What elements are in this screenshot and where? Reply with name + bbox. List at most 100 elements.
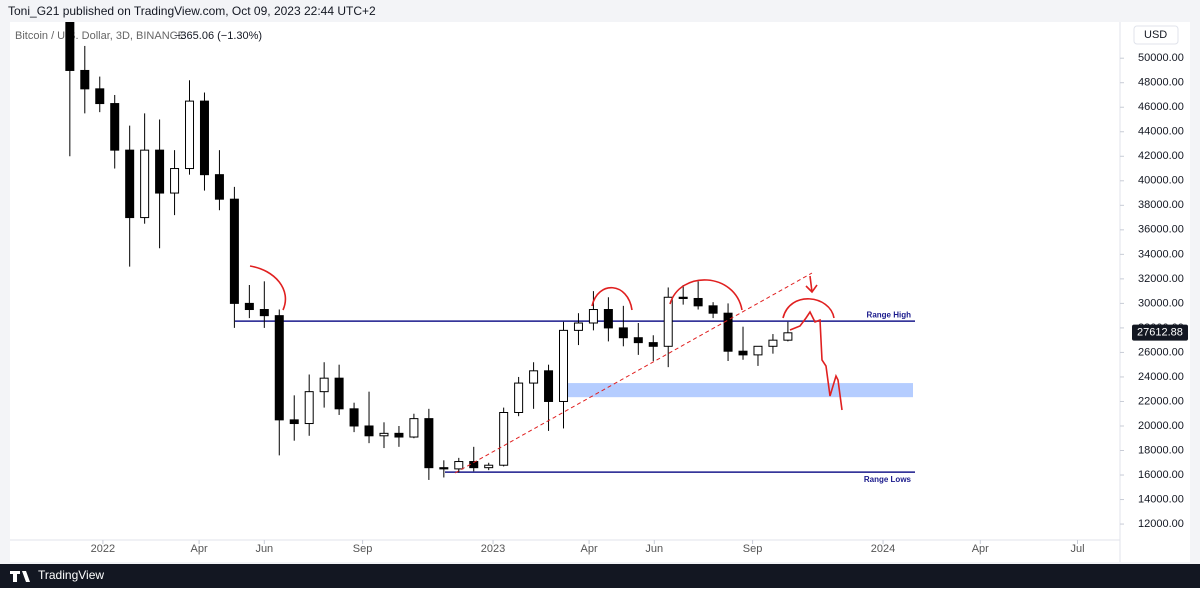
y-tick-label: 40000.00 — [1138, 175, 1184, 187]
candle-body — [125, 149, 135, 219]
x-tick-label: 2024 — [871, 543, 895, 555]
header: Toni_G21 published on TradingView.com, O… — [8, 4, 376, 18]
candle-body — [439, 467, 449, 470]
y-tick-label: 26000.00 — [1138, 346, 1184, 358]
y-tick-label: 30000.00 — [1138, 297, 1184, 309]
candle-body — [304, 391, 314, 425]
footer-brand: TradingView — [38, 568, 104, 582]
y-tick-label: 50000.00 — [1138, 52, 1184, 64]
candle-body — [693, 297, 703, 307]
trend-line — [454, 272, 813, 474]
x-tick-label: Apr — [581, 543, 598, 555]
y-tick-label: 42000.00 — [1138, 150, 1184, 162]
candle-body — [618, 327, 628, 339]
candle-body — [723, 312, 733, 352]
h-line-label: Range Lows — [864, 475, 912, 484]
x-tick-label: Jun — [255, 543, 273, 555]
x-tick-label: 2022 — [91, 543, 115, 555]
arc — [782, 298, 835, 319]
x-tick-label: Sep — [353, 543, 373, 555]
candle-body — [214, 174, 224, 200]
candle-body — [95, 88, 105, 105]
y-tick-label: 46000.00 — [1138, 101, 1184, 113]
arc — [669, 279, 743, 311]
candle-body — [289, 419, 299, 425]
projection — [789, 310, 843, 411]
candle-body — [80, 69, 90, 90]
candle-body — [110, 103, 120, 151]
candle-body — [349, 408, 359, 427]
currency-box[interactable] — [1133, 25, 1179, 45]
candle-body — [170, 168, 180, 194]
y-tick-label: 24000.00 — [1138, 371, 1184, 383]
y-tick-label: 12000.00 — [1138, 518, 1184, 530]
candle-body — [738, 350, 748, 356]
candle-body — [454, 461, 464, 470]
candle-body — [678, 296, 688, 299]
candle-body — [274, 315, 284, 421]
candle-body — [424, 418, 434, 469]
candle-body — [499, 412, 509, 466]
candle-body — [633, 337, 643, 344]
chart-title: Bitcoin / U.S. Dollar, 3D, BINANCE — [15, 30, 185, 42]
last-price: 27612.88 — [1137, 327, 1183, 339]
currency[interactable]: USD — [1144, 29, 1167, 41]
x-tick-label: Jun — [645, 543, 663, 555]
x-tick-label: Apr — [972, 543, 989, 555]
candle-body — [648, 342, 658, 347]
y-tick-label: 36000.00 — [1138, 224, 1184, 236]
candle-body — [783, 332, 793, 341]
candle-body — [155, 149, 165, 194]
plot — [65, 22, 915, 480]
candle-body — [65, 22, 75, 71]
candle-body — [244, 302, 254, 311]
candle-body — [544, 370, 554, 402]
y-tick-label: 48000.00 — [1138, 77, 1184, 89]
candle-body — [140, 149, 150, 219]
candle-body — [409, 418, 419, 438]
h-line-label: Range High — [867, 310, 912, 319]
last-price-box — [1132, 324, 1188, 341]
arc — [249, 265, 287, 311]
y-tick-label: 20000.00 — [1138, 420, 1184, 432]
y-tick-label: 32000.00 — [1138, 273, 1184, 285]
y-tick-label: 16000.00 — [1138, 469, 1184, 481]
candle-body — [319, 377, 329, 393]
candle-body — [259, 309, 269, 317]
candle-body — [768, 339, 778, 347]
y-tick-label: 18000.00 — [1138, 444, 1184, 456]
y-tick-label: 14000.00 — [1138, 493, 1184, 505]
logo — [10, 571, 30, 582]
candle-body — [588, 309, 598, 324]
y-tick-label: 38000.00 — [1138, 199, 1184, 211]
candle-body — [484, 464, 494, 469]
x-tick-label: Jul — [1070, 543, 1084, 555]
candle-body — [364, 425, 374, 437]
hand-drawing — [249, 265, 843, 474]
arrow — [805, 275, 818, 294]
candle-body — [379, 432, 389, 437]
candle-body — [529, 370, 539, 384]
candle-body — [334, 377, 344, 410]
x-tick-label: 2023 — [481, 543, 505, 555]
candle-body — [559, 329, 569, 402]
footer-bar — [0, 564, 1200, 588]
candle-body — [185, 100, 195, 170]
candle-body — [394, 432, 404, 438]
y-tick-label: 44000.00 — [1138, 126, 1184, 138]
arc — [591, 286, 633, 311]
x-tick-label: Sep — [743, 543, 763, 555]
candle-body — [199, 100, 209, 176]
candle-body — [708, 305, 718, 314]
candle-body — [663, 296, 673, 347]
y-tick-label: 22000.00 — [1138, 395, 1184, 407]
zone — [563, 383, 913, 398]
candle-body — [573, 322, 583, 331]
candle-body — [603, 309, 613, 329]
candle-body — [753, 345, 763, 356]
y-tick-label: 34000.00 — [1138, 248, 1184, 260]
candle-body — [514, 382, 524, 414]
change: −365.06 (−1.30%) — [174, 30, 262, 42]
candle-body — [229, 198, 239, 304]
